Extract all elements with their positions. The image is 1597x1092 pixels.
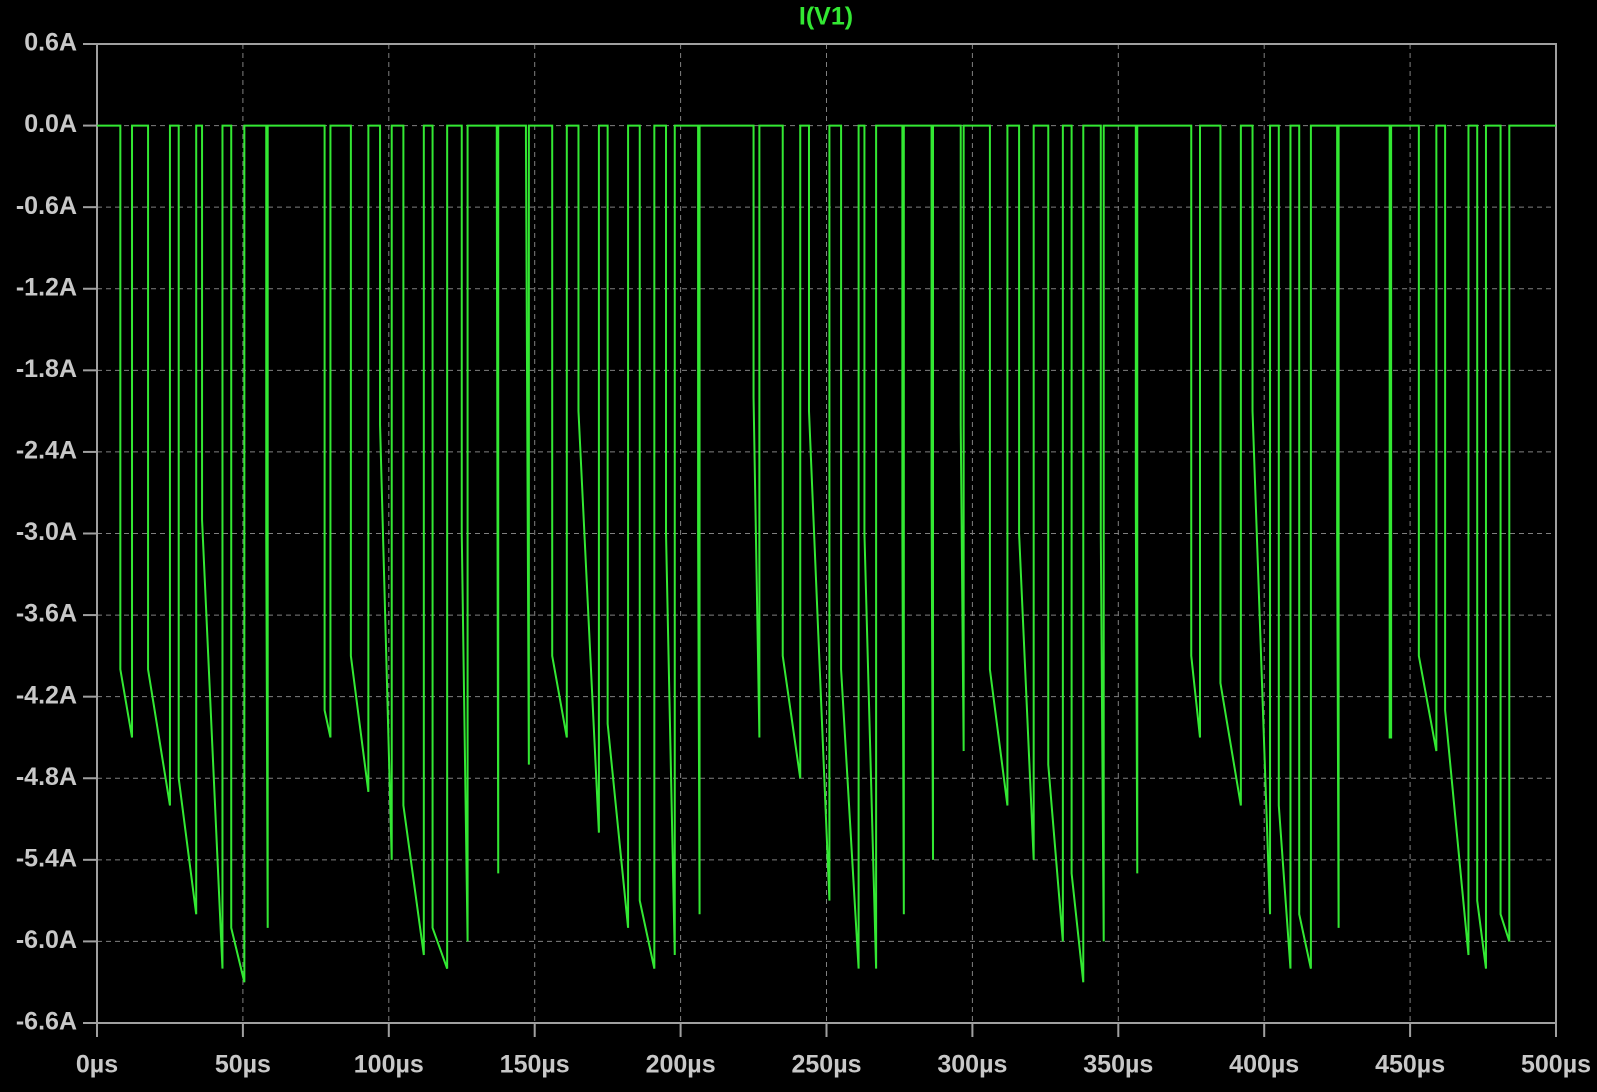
x-tick-label: 450µs [1375,1051,1445,1079]
x-tick-label: 250µs [791,1051,861,1079]
x-tick-label: 300µs [937,1051,1007,1079]
plot-frame [96,43,1557,1024]
y-tick-label: -5.4A [16,844,77,872]
x-tick-label: 0µs [76,1051,118,1079]
x-tick-label: 350µs [1083,1051,1153,1079]
y-tick-label: -4.8A [16,763,77,791]
y-tick-label: 0.6A [24,29,77,57]
y-tick-label: -4.2A [16,681,77,709]
legend-entry: I(V1) [799,3,853,31]
y-tick-label: -6.6A [16,1008,77,1036]
x-tick-label: 100µs [354,1051,424,1079]
y-tick-label: -3.0A [16,518,77,546]
y-tick-label: -3.6A [16,600,77,628]
y-tick-label: -1.2A [16,273,77,301]
x-tick-label: 50µs [215,1051,271,1079]
trace [97,124,1556,983]
y-tick-label: -6.0A [16,926,77,954]
x-tick-label: 400µs [1229,1051,1299,1079]
y-tick-label: -2.4A [16,437,77,465]
x-tick-label: 200µs [646,1051,716,1079]
x-tick-label: 150µs [500,1051,570,1079]
x-tick-label: 500µs [1521,1051,1591,1079]
y-tick-label: -1.8A [16,355,77,383]
y-tick-label: -0.6A [16,192,77,220]
y-tick-label: 0.0A [24,110,77,138]
